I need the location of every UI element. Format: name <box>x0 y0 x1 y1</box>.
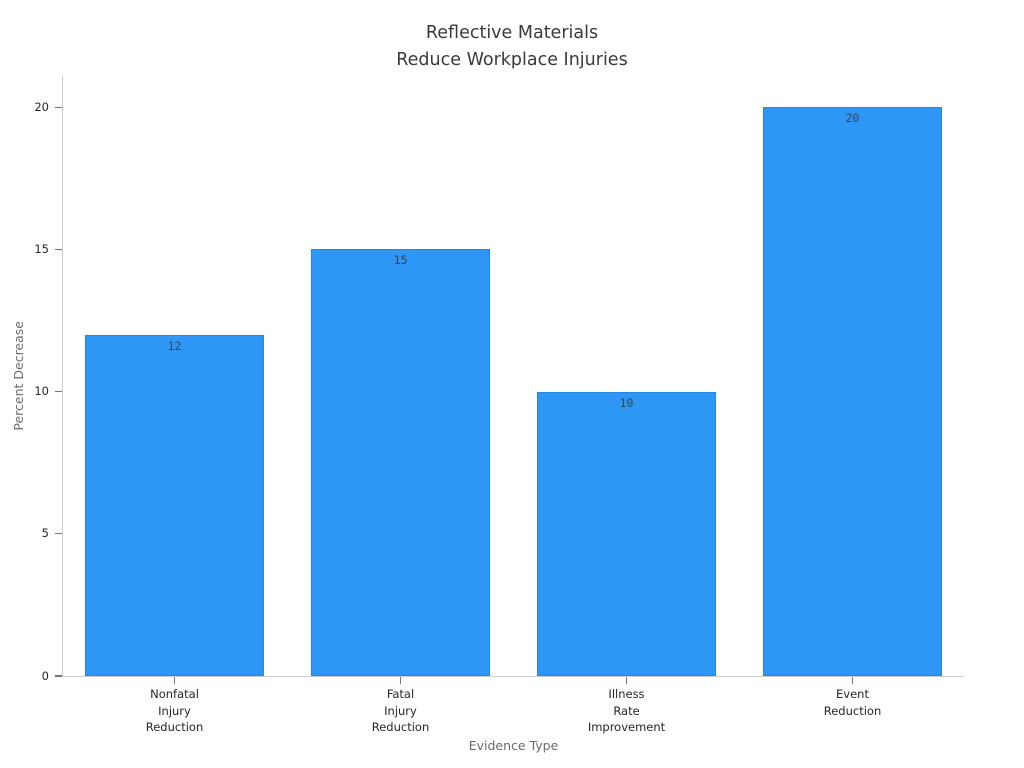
chart-title-line1: Reflective Materials <box>425 23 599 43</box>
x-tick-label-line: Fatal <box>386 687 415 701</box>
y-tick-label: 20 <box>34 99 49 114</box>
x-tick-label-line: Injury <box>384 703 417 718</box>
x-tick <box>851 677 854 685</box>
bar: 20 <box>763 107 942 676</box>
y-tick-label: 0 <box>41 668 49 683</box>
x-tick-label-line: Event <box>836 687 869 701</box>
bar-value-label: 10 <box>619 395 634 410</box>
x-tick-label-line: Injury <box>158 703 191 718</box>
bar: 10 <box>537 391 716 676</box>
x-tick-label: Fatal Injury Reduction <box>372 686 430 736</box>
bar-value-label: 20 <box>845 111 860 126</box>
x-tick-label-line: Improvement <box>587 720 666 734</box>
x-axis-label: Evidence Type <box>468 738 559 753</box>
y-axis-label: Percent Decrease <box>10 321 26 431</box>
x-tick-label: Event Reduction <box>824 686 882 719</box>
y-tick-label: 15 <box>34 241 49 256</box>
x-tick-label-line: Nonfatal <box>150 687 199 701</box>
plot-area: Percent Decrease Evidence Type 0 5 10 15 20 1… <box>11 76 964 753</box>
x-tick <box>625 677 628 685</box>
x-tick-label-line: Reduction <box>823 703 882 718</box>
y-tick-label: 10 <box>34 383 49 398</box>
bar: 15 <box>311 249 490 676</box>
y-tick <box>54 106 62 108</box>
y-axis-label-wrap: Percent Decrease <box>7 76 29 676</box>
y-tick <box>54 391 62 393</box>
y-tick <box>54 248 62 251</box>
x-tick-label-line: Illness <box>608 687 645 701</box>
x-tick-label: Nonfatal Injury Reduction <box>146 686 204 736</box>
x-tick <box>399 677 402 685</box>
bar: 12 <box>85 334 264 676</box>
y-tick <box>54 533 62 535</box>
y-tick <box>54 675 62 677</box>
bar-value-label: 15 <box>393 253 408 268</box>
x-tick-label-line: Reduction <box>145 720 204 734</box>
x-tick <box>173 677 176 685</box>
bar-value-label: 12 <box>167 338 182 353</box>
x-tick-label: Illness Rate Improvement <box>588 686 665 736</box>
chart-title-line2: Reduce Workplace Injuries <box>396 49 628 70</box>
chart-title: Reflective Materials Reduce Workplace In… <box>0 20 1024 73</box>
x-tick-label-line: Reduction <box>371 720 430 734</box>
x-tick-label-line: Rate <box>613 703 640 718</box>
y-tick-label: 5 <box>41 526 49 541</box>
